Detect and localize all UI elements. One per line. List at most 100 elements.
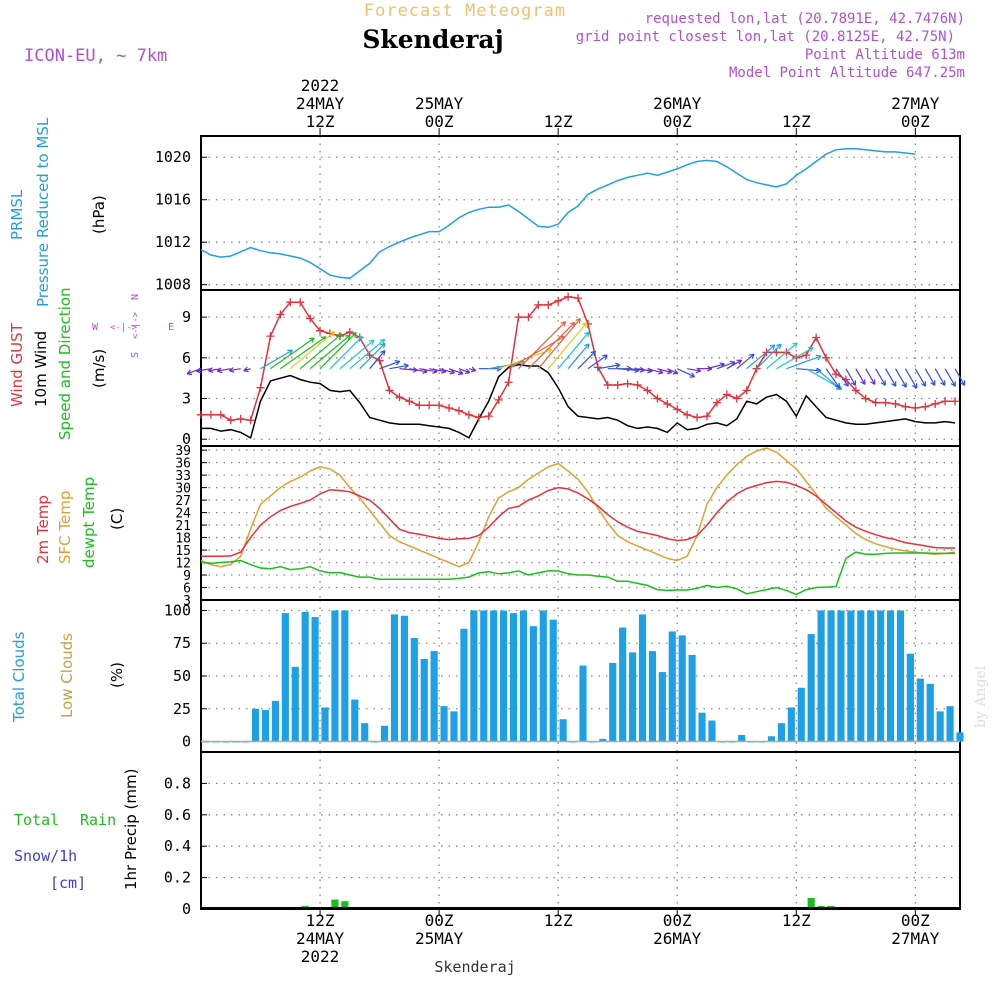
time-label-top: 12Z: [306, 112, 335, 131]
gust-marker: [504, 378, 513, 387]
y-tick-label: 12: [175, 557, 191, 572]
gust-marker: [663, 399, 672, 408]
gust-marker: [881, 398, 890, 407]
time-label-top: 00Z: [425, 112, 454, 131]
wind-arrow: [776, 347, 814, 370]
gust-marker: [643, 386, 652, 395]
gust-marker: [484, 412, 493, 421]
time-label-bottom: 12Z: [782, 911, 811, 930]
wind-arrow: [289, 331, 335, 370]
y-tick-label: 1016: [155, 191, 191, 209]
y-tick-label: 0: [182, 430, 191, 448]
y-tick-label: 50: [173, 667, 191, 685]
time-label-bottom: 2022: [301, 947, 340, 966]
wind-arrow: [855, 368, 866, 385]
gust-marker: [574, 294, 583, 303]
wind-arrow: [527, 322, 576, 370]
gust-marker: [613, 380, 622, 389]
wind-arrow: [458, 368, 470, 374]
wind-arrow-head: [891, 381, 897, 387]
wind-arrow: [587, 354, 608, 370]
wind-arrow-head: [216, 367, 223, 374]
header: Forecast Meteogram Skenderaj ICON-EU, ~ …: [24, 1, 965, 81]
gust-marker: [712, 398, 721, 407]
time-label-bottom: 12Z: [306, 911, 335, 930]
wind-arrow-head: [940, 380, 946, 386]
wind-arrow: [379, 360, 400, 370]
wind-arrow-head: [394, 360, 401, 366]
wind-arrow-head: [776, 343, 782, 350]
wind-arrow-head: [850, 380, 857, 386]
wind-arrow-head: [748, 353, 755, 360]
wind-arrow-head: [228, 367, 235, 373]
y-tick-label: 25: [173, 700, 191, 718]
y-tick-label: 6: [183, 582, 191, 597]
wind-arrow: [875, 368, 886, 386]
gust-marker: [246, 416, 255, 425]
time-label-top: 12Z: [782, 112, 811, 131]
total-cloud-bar: [877, 610, 885, 742]
wind-arrow: [934, 368, 946, 386]
wind-arrow: [914, 368, 927, 387]
gust-marker: [554, 296, 563, 305]
total-cloud-bar: [351, 699, 359, 742]
total-cloud-bar: [539, 610, 547, 742]
wind-arrow: [299, 333, 343, 370]
gust-marker: [524, 313, 533, 322]
wind-arrow: [339, 339, 375, 370]
total-cloud-bar: [936, 711, 944, 742]
total-cloud-bar: [609, 662, 617, 742]
gust-marker: [822, 353, 831, 362]
gust-marker: [653, 394, 662, 403]
wind-arrow-head: [464, 368, 471, 374]
wind-arrow: [518, 321, 566, 370]
total-cloud-bar: [698, 712, 706, 742]
y-tick-label: 21: [175, 519, 191, 534]
wind-arrow-head: [672, 369, 679, 375]
total-cloud-bar: [400, 615, 408, 742]
gust-marker: [802, 351, 811, 360]
wind-arrow-head: [834, 382, 841, 389]
total-cloud-bar: [291, 666, 299, 742]
gust-marker: [722, 390, 731, 399]
wind-arrow: [270, 337, 315, 370]
panel-frame: [200, 135, 961, 291]
wind-arrow-head: [880, 380, 886, 386]
y-tick-label: 100: [164, 601, 191, 619]
wind-arrow-head: [815, 354, 822, 361]
panel-wind: 0 3 6 9: [182, 289, 961, 448]
wind-arrow-head: [930, 380, 936, 386]
wind-arrow: [657, 368, 672, 374]
wind-arrow: [825, 368, 841, 389]
total-cloud-bar: [301, 611, 309, 742]
model-altitude: Model Point Altitude 647.25m: [729, 65, 965, 81]
wind-arrow: [329, 336, 363, 370]
total-cloud-bar: [460, 628, 468, 742]
wind-arrow: [229, 368, 241, 372]
wind-arrow-head: [379, 350, 386, 356]
total-cloud-bar: [470, 610, 478, 742]
total-cloud-bar: [857, 610, 865, 742]
y-tick-label: 0.2: [164, 869, 191, 887]
gust-marker: [435, 401, 444, 410]
gust-marker: [226, 416, 235, 425]
y-tick-label: 75: [173, 634, 191, 652]
wind-arrow: [349, 338, 386, 370]
wind-arrow: [280, 336, 327, 370]
sfc-temp-line: [200, 447, 956, 568]
time-label-top: 00Z: [663, 112, 692, 131]
gust-marker: [266, 332, 275, 341]
time-label-top: 24MAY: [296, 94, 345, 113]
time-label-top: 2022: [301, 76, 340, 95]
wind-arrow-head: [602, 354, 608, 360]
y-tick-label: 15: [175, 544, 191, 559]
wind-arrow: [448, 368, 464, 375]
total-cloud-bar: [619, 627, 627, 742]
wind-arrow: [389, 364, 409, 370]
location-title: Skenderaj: [362, 25, 503, 54]
wind-arrow: [667, 368, 678, 375]
time-label-bottom: 25MAY: [415, 929, 464, 948]
total-cloud-bar: [867, 610, 875, 742]
pressure-line: [200, 147, 916, 280]
model-label: ICON-EU, ~ 7km: [24, 46, 167, 66]
